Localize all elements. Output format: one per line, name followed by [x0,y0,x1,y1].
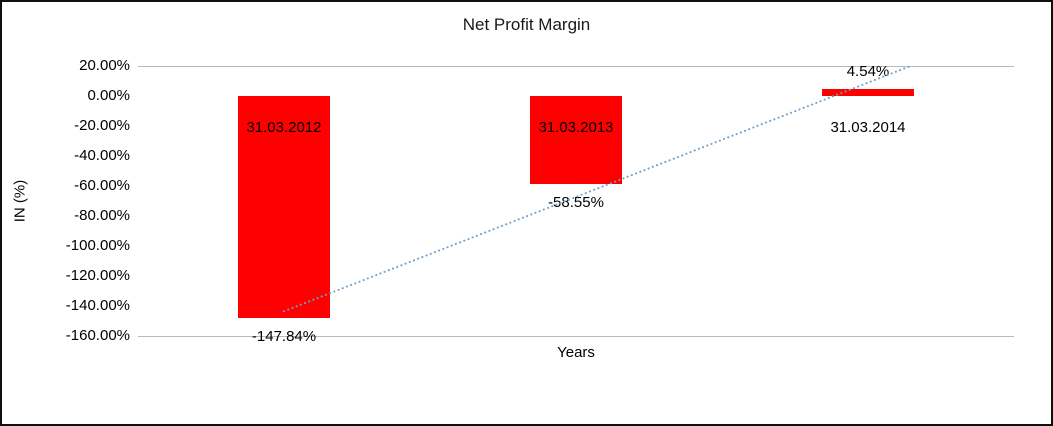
y-tick-label: -100.00% [65,237,130,254]
category-label: 31.03.2012 [246,119,322,136]
y-tick-label: -60.00% [74,177,130,194]
y-tick-label: -120.00% [65,267,130,284]
chart-title: Net Profit Margin [462,15,591,34]
x-axis-title: Years [557,344,595,361]
gridline [138,336,1014,337]
data-label: -147.84% [251,327,317,345]
data-label: -58.55% [548,193,604,211]
y-tick-label: -80.00% [74,207,130,224]
category-label: 31.03.2013 [538,119,614,136]
y-tick-label: 20.00% [79,57,130,74]
y-tick-label: -20.00% [74,117,130,134]
chart-bar [530,96,622,184]
data-label: 4.54% [846,63,890,81]
category-label: 31.03.2014 [830,119,906,136]
y-tick-label: -160.00% [65,327,130,344]
y-tick-label: -40.00% [74,147,130,164]
y-tick-label: 0.00% [87,87,130,104]
chart-bar [822,89,914,96]
y-tick-label: -140.00% [65,297,130,314]
